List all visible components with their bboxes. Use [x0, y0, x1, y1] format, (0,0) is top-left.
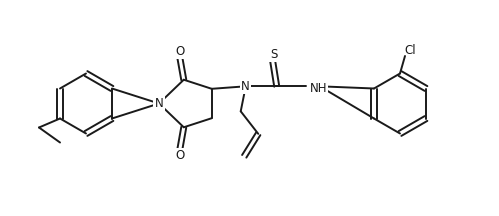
Text: N: N	[242, 80, 250, 93]
Text: O: O	[175, 45, 185, 58]
Text: N: N	[155, 97, 163, 110]
Text: NH: NH	[310, 82, 327, 95]
Text: O: O	[175, 149, 185, 162]
Text: Cl: Cl	[404, 44, 416, 57]
Text: S: S	[270, 48, 277, 61]
